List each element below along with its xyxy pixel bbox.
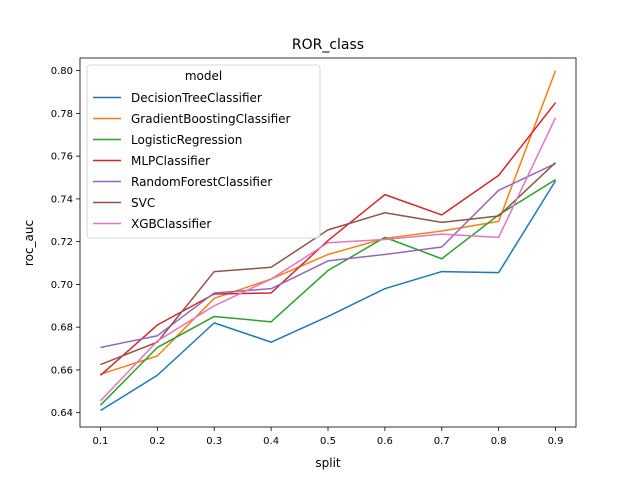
legend-label: SVC	[131, 196, 155, 210]
x-tick-label: 0.5	[320, 436, 336, 447]
legend-label: RandomForestClassifier	[131, 175, 272, 189]
legend-items: DecisionTreeClassifier GradientBoostingCl…	[93, 91, 291, 231]
y-axis-ticks: 0.64 0.66 0.68 0.70 0.72 0.74 0.76 0.78 0.80	[51, 66, 80, 419]
legend-box	[86, 64, 321, 239]
y-tick-label: 0.80	[51, 66, 73, 77]
x-tick-label: 0.6	[377, 436, 393, 447]
series-line-4	[100, 162, 556, 349]
x-tick-label: 0.3	[206, 436, 222, 447]
y-tick-label: 0.68	[51, 323, 73, 334]
series-line-2	[99, 179, 556, 406]
x-tick-label: 0.4	[263, 436, 279, 447]
y-tick-label: 0.72	[51, 237, 73, 248]
plot-area-frame	[79, 57, 577, 428]
x-tick-label: 0.1	[93, 436, 109, 447]
y-tick-label: 0.66	[51, 365, 73, 376]
y-tick-label: 0.78	[51, 109, 73, 120]
x-tick-label: 0.7	[434, 436, 450, 447]
x-axis-ticks: 0.1 0.2 0.3 0.4 0.5 0.6 0.7 0.8 0.9	[93, 427, 564, 447]
y-tick-label: 0.76	[51, 152, 73, 163]
series-lines	[99, 70, 557, 412]
legend-title: model	[185, 69, 222, 83]
chart-title: ROR_class	[292, 37, 364, 53]
y-tick-label: 0.70	[51, 280, 73, 291]
series-line-6	[99, 117, 557, 402]
series-line-5	[100, 161, 557, 366]
legend-label: LogisticRegression	[131, 133, 242, 147]
legend-label: XGBClassifier	[131, 217, 211, 231]
legend-label: GradientBoostingClassifier	[131, 112, 291, 126]
x-tick-label: 0.2	[149, 436, 165, 447]
legend-label: MLPClassifier	[131, 154, 210, 168]
y-tick-label: 0.74	[51, 194, 73, 205]
x-tick-label: 0.9	[548, 436, 564, 447]
legend-label: DecisionTreeClassifier	[131, 91, 262, 105]
y-tick-label: 0.64	[51, 408, 73, 419]
x-axis-label: split	[315, 456, 341, 470]
legend: model DecisionTreeClassifier GradientBoos…	[86, 64, 321, 239]
series-line-0	[100, 180, 557, 412]
y-axis-label: roc_auc	[22, 220, 36, 266]
series-line-3	[99, 102, 557, 376]
x-tick-label: 0.8	[491, 436, 507, 447]
